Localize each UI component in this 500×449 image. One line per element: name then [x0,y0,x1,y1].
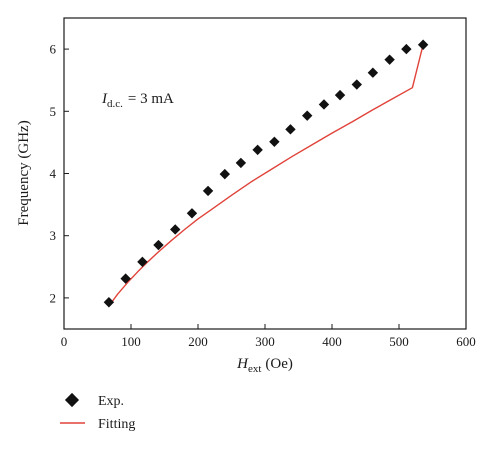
y-axis-label: Frequency (GHz) [16,120,32,225]
x-tick-label: 100 [121,334,141,349]
y-tick-label: 3 [50,228,57,243]
data-point [252,144,263,156]
annotation-sub: d.c. [107,98,123,110]
annotation-rest: = 3 mA [128,91,174,107]
y-tick-label: 2 [50,290,57,305]
x-tick-label: 0 [61,334,68,349]
x-axis-label-sub: ext [248,363,261,375]
x-axis-label: Hext (Oe) [236,356,293,375]
data-point [401,43,412,55]
x-tick-label: 500 [389,334,409,349]
current-annotation: Id.c. = 3 mA [101,91,174,110]
x-tick-label: 400 [322,334,342,349]
y-tick-label: 5 [50,104,57,119]
data-point [137,256,148,268]
data-point [120,273,131,284]
data-point [219,168,230,180]
data-point [269,136,280,147]
data-point [170,224,181,235]
legend-exp-marker [64,392,80,408]
experimental-series [103,39,429,308]
data-point [103,297,115,308]
annotation-main: I [101,91,108,107]
data-point [318,99,330,110]
data-point [186,208,198,219]
data-point [153,239,164,251]
data-point [302,110,313,121]
data-point [235,157,247,169]
x-tick-label: 200 [188,334,208,349]
legend-fit-label: Fitting [98,417,135,432]
legend: Exp. Fitting [60,392,135,432]
x-tick-label: 600 [456,334,476,349]
fitting-series [108,44,424,307]
fitting-curve [108,44,424,307]
data-point [367,67,379,78]
y-tick-label: 4 [50,166,57,181]
x-axis-label-main: H [236,356,249,372]
data-point [334,89,346,101]
x-axis-ticks: 0 100 200 300 400 500 600 [61,324,476,349]
y-tick-label: 6 [50,42,57,57]
legend-exp-label: Exp. [98,394,124,409]
x-axis-label-unit: (Oe) [265,356,292,372]
data-point [351,79,362,90]
data-point [285,124,296,135]
y-axis-ticks: 2 3 4 5 6 [50,42,69,305]
data-point [202,185,214,197]
x-tick-label: 300 [255,334,275,349]
data-point [384,54,395,65]
data-point [417,39,429,50]
